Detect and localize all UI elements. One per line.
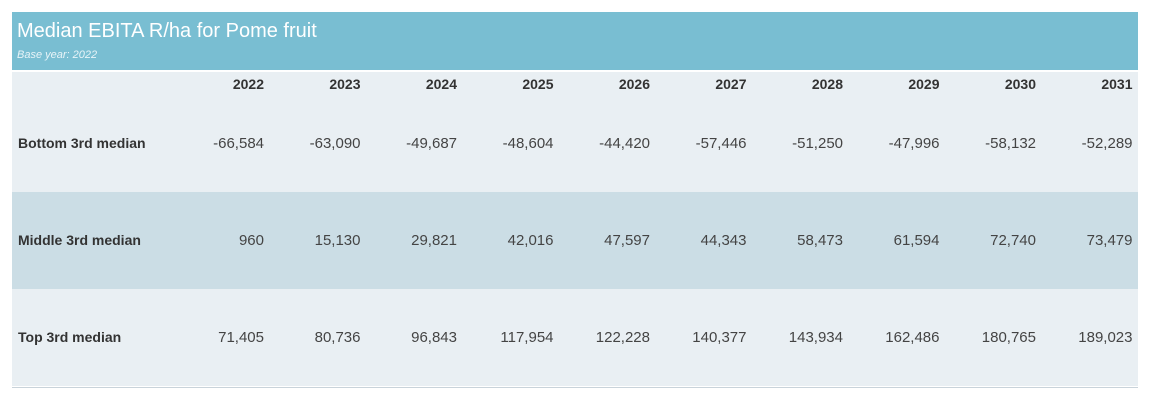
column-header-year: 2024 bbox=[425, 76, 457, 92]
table-cell: -57,446 bbox=[695, 135, 747, 152]
table-cell: 117,954 bbox=[500, 329, 554, 346]
row-label: Bottom 3rd median bbox=[18, 135, 146, 151]
table-cell: 72,740 bbox=[990, 232, 1036, 249]
table-cell: 58,473 bbox=[797, 232, 843, 249]
table-cell: 15,130 bbox=[314, 232, 361, 249]
row-label: Middle 3rd median bbox=[18, 232, 141, 248]
table-cell: 960 bbox=[238, 232, 264, 249]
column-header-year: 2026 bbox=[618, 76, 650, 92]
table-cell: -66,584 bbox=[213, 135, 264, 152]
table-cell: 162,486 bbox=[885, 329, 940, 346]
chart-subtitle: Base year: 2022 bbox=[17, 49, 98, 61]
row-label: Top 3rd median bbox=[18, 329, 122, 345]
table-cell: -51,250 bbox=[792, 135, 843, 152]
column-header-year: 2030 bbox=[1004, 76, 1036, 92]
table-cell: 122,228 bbox=[595, 329, 650, 346]
table-cell: -52,289 bbox=[1081, 135, 1133, 152]
chart-title: Median EBITA R/ha for Pome fruit bbox=[17, 20, 317, 42]
table-row: Bottom 3rd median -66,584 -63,090 -49,687 -4… bbox=[12, 95, 1138, 192]
column-header-year: 2022 bbox=[232, 76, 264, 92]
table-cell: 189,023 bbox=[1078, 329, 1133, 346]
table-cell: -58,132 bbox=[985, 135, 1036, 152]
column-header-row: 2022 2023 2024 2025 2026 2027 2028 2029 2030 2031 bbox=[12, 72, 1138, 96]
table-cell: 73,479 bbox=[1086, 232, 1133, 249]
table-cell: -63,090 bbox=[309, 135, 361, 152]
table-cell: -47,996 bbox=[888, 135, 940, 152]
table-cell: 44,343 bbox=[700, 232, 747, 249]
table-cell: 71,405 bbox=[218, 329, 264, 346]
table-cell: 180,765 bbox=[981, 329, 1036, 346]
column-header-year: 2027 bbox=[715, 76, 747, 92]
column-header-year: 2025 bbox=[522, 76, 554, 92]
column-header-year: 2031 bbox=[1101, 76, 1133, 92]
title-banner: Median EBITA R/ha for Pome fruit Base ye… bbox=[12, 12, 1138, 70]
table-cell: 140,377 bbox=[692, 329, 747, 346]
column-header-year: 2023 bbox=[329, 76, 361, 92]
table-cell: -49,687 bbox=[406, 135, 457, 152]
data-table: 2022 2023 2024 2025 2026 2027 2028 2029 2030 2031… bbox=[12, 72, 1138, 388]
table-row: Top 3rd median 71,405 80,736 96,843 117,954 1… bbox=[12, 289, 1138, 386]
table-cell: 47,597 bbox=[604, 232, 650, 249]
column-header-year: 2028 bbox=[811, 76, 843, 92]
column-header-year: 2029 bbox=[908, 76, 940, 92]
table-cell: 143,934 bbox=[788, 329, 843, 346]
table-cell: -44,420 bbox=[599, 135, 650, 152]
table-cell: 61,594 bbox=[893, 232, 940, 249]
table-cell: 29,821 bbox=[411, 232, 457, 249]
table-cell: -48,604 bbox=[502, 135, 554, 152]
table-bottom-border bbox=[12, 387, 1138, 388]
table-cell: 42,016 bbox=[507, 232, 554, 249]
table-row: Middle 3rd median 960 15,130 29,821 42,016 47… bbox=[12, 192, 1138, 289]
table-cell: 80,736 bbox=[314, 329, 361, 346]
table-cell: 96,843 bbox=[411, 329, 457, 346]
